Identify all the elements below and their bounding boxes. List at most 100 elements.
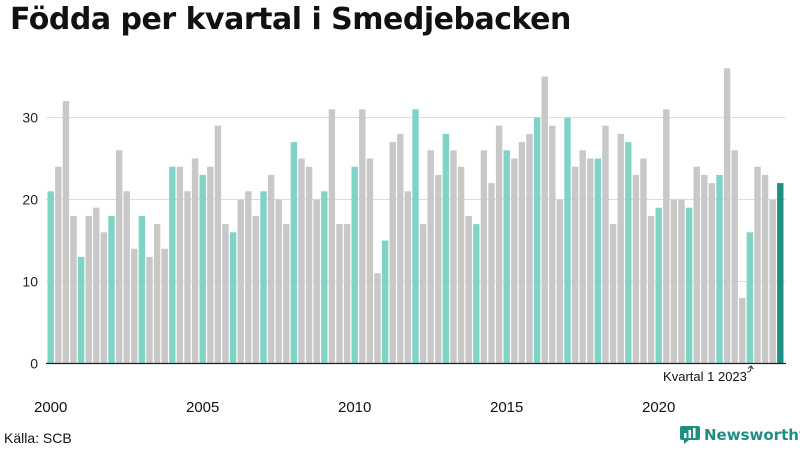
bar — [518, 142, 526, 364]
bar — [533, 117, 541, 364]
bar — [571, 166, 579, 364]
source-label: Källa: SCB — [4, 430, 72, 446]
bar — [298, 158, 305, 364]
bar — [100, 232, 108, 364]
bar — [419, 224, 427, 364]
bar — [685, 207, 693, 364]
bar — [412, 109, 419, 364]
bar — [313, 199, 320, 364]
bar — [488, 183, 495, 364]
bar — [731, 150, 738, 364]
y-tick-label: 20 — [22, 192, 38, 208]
bar — [381, 240, 389, 364]
bar — [754, 166, 761, 364]
bar — [632, 174, 640, 364]
x-tick-label: 2015 — [490, 399, 523, 416]
bar — [146, 256, 153, 364]
bar — [678, 199, 685, 364]
chart-title: Födda per kvartal i Smedjebacken — [10, 2, 571, 37]
bar — [723, 68, 731, 364]
bar — [336, 224, 343, 364]
bar — [191, 158, 199, 364]
bar — [214, 125, 222, 364]
bar — [541, 76, 548, 364]
bar — [55, 166, 62, 364]
brand-logo: Newsworthy — [680, 426, 800, 444]
bar — [229, 232, 237, 364]
bar — [640, 158, 647, 364]
bar — [222, 224, 229, 364]
bar — [245, 191, 252, 364]
bar — [465, 215, 472, 364]
bar — [625, 142, 632, 364]
bar — [739, 297, 746, 364]
bar — [169, 166, 176, 364]
bar — [594, 158, 602, 364]
bar — [328, 109, 336, 364]
bar — [389, 142, 396, 364]
bar — [647, 215, 655, 364]
bar — [123, 191, 130, 364]
bar — [617, 133, 624, 364]
bar — [176, 166, 184, 364]
bar — [579, 150, 586, 364]
y-tick-label: 30 — [22, 110, 38, 126]
x-tick-label: 2010 — [338, 399, 371, 416]
bar — [70, 215, 77, 364]
bar — [153, 224, 161, 364]
bar — [693, 166, 700, 364]
bar — [556, 199, 564, 364]
bar — [503, 150, 510, 364]
bar — [450, 150, 457, 364]
bar — [85, 215, 92, 364]
bar — [161, 248, 168, 364]
annotation-arrow — [746, 365, 752, 373]
y-tick-label: 10 — [22, 274, 38, 290]
bar — [131, 248, 138, 364]
bar — [701, 174, 708, 364]
bar — [275, 199, 282, 364]
bar — [427, 150, 434, 364]
bar — [359, 109, 366, 364]
bar — [290, 142, 298, 364]
bar — [473, 224, 480, 364]
bar — [769, 199, 776, 364]
bar — [47, 191, 54, 364]
bar — [663, 109, 670, 364]
bar — [564, 117, 571, 364]
bar — [267, 174, 275, 364]
bar — [777, 183, 784, 364]
annotation-arrowhead — [747, 365, 754, 370]
bar — [77, 256, 85, 364]
bar — [442, 133, 450, 364]
bar — [305, 166, 313, 364]
bar — [366, 158, 374, 364]
bar — [237, 199, 244, 364]
bar — [708, 183, 716, 364]
bar — [480, 150, 488, 364]
bar — [549, 125, 556, 364]
bar-chart-logo-icon — [680, 426, 700, 444]
x-axis-ticks: 2000 2005 2010 2015 2020 — [34, 399, 675, 416]
x-tick-label: 2020 — [642, 399, 675, 416]
bar — [404, 191, 412, 364]
annotation: Kvartal 1 2023 — [663, 365, 754, 384]
y-axis-ticks: 0 10 20 30 — [22, 110, 38, 372]
bar — [746, 232, 754, 364]
bar — [199, 174, 206, 364]
annotation-label: Kvartal 1 2023 — [663, 369, 747, 384]
bar — [457, 166, 465, 364]
bars — [47, 68, 784, 364]
bar — [655, 207, 662, 364]
bar — [115, 150, 123, 364]
x-tick-label: 2005 — [186, 399, 219, 416]
bar — [138, 215, 146, 364]
bar — [283, 224, 290, 364]
bar — [435, 174, 442, 364]
bar — [526, 133, 533, 364]
bar — [260, 191, 267, 364]
bar — [511, 158, 518, 364]
bar — [93, 207, 100, 364]
bar — [716, 174, 723, 364]
